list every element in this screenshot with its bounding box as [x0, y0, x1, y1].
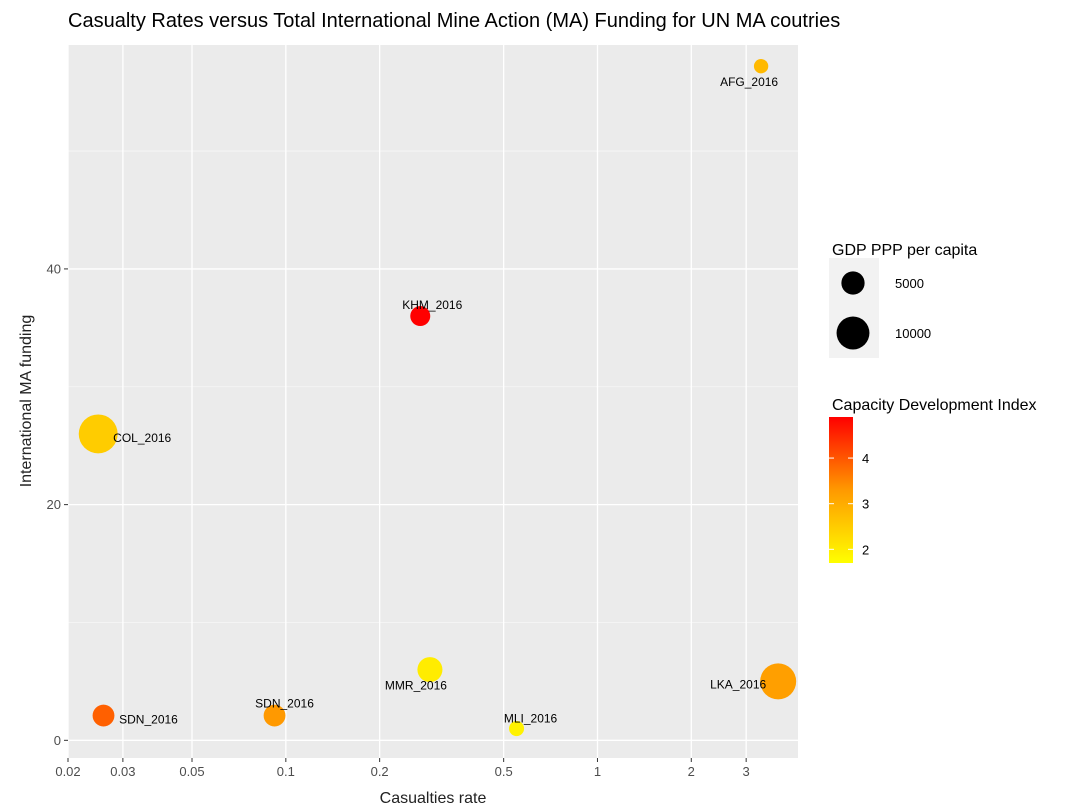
- y-tick-label: 20: [47, 497, 61, 512]
- x-tick-label: 0.5: [495, 764, 513, 779]
- point-label: SDN_2016: [119, 713, 178, 727]
- data-point: [263, 704, 286, 727]
- x-tick-label: 2: [688, 764, 695, 779]
- colorbar-tick-label: 3: [862, 497, 869, 512]
- size-legend-circle: [836, 316, 870, 350]
- point-label: MMR_2016: [385, 679, 447, 693]
- x-tick-label: 0.05: [179, 764, 204, 779]
- point-label: LKA_2016: [710, 677, 766, 691]
- point-label: MLI_2016: [504, 712, 558, 726]
- point-label: COL_2016: [113, 431, 171, 445]
- colorbar-ticks: 2 3 4: [829, 451, 869, 557]
- color-legend-title: Capacity Development Index: [832, 397, 1037, 414]
- plot-panel: [68, 45, 798, 758]
- point-label: SDN_2016: [255, 697, 314, 711]
- data-points: [78, 59, 797, 737]
- grid-major: [67, 45, 798, 758]
- data-point: [78, 414, 118, 454]
- color-legend: Capacity Development Index 2 3 4: [829, 397, 1037, 563]
- data-point: [417, 657, 443, 683]
- point-label: AFG_2016: [720, 75, 778, 89]
- size-legend: GDP PPP per capita 5000 10000: [829, 242, 977, 358]
- size-legend-keys: 5000 10000: [829, 258, 931, 358]
- x-tick-label: 0.03: [110, 764, 135, 779]
- colorbar-tick-label: 2: [862, 542, 869, 557]
- x-tick-label: 0.02: [55, 764, 80, 779]
- x-axis: 0.02 0.03 0.05 0.1 0.2 0.5 1 2 3: [55, 758, 750, 779]
- chart-title: Casualty Rates versus Total Internationa…: [68, 10, 840, 32]
- colorbar: [829, 417, 853, 563]
- data-point: [509, 721, 525, 737]
- y-axis-title: International MA funding: [18, 315, 35, 488]
- size-legend-label: 10000: [895, 326, 931, 341]
- x-tick-label: 1: [594, 764, 601, 779]
- data-point: [92, 704, 115, 727]
- x-tick-label: 0.1: [277, 764, 295, 779]
- size-legend-circle: [841, 271, 865, 295]
- data-point: [410, 306, 431, 327]
- x-tick-label: 0.2: [371, 764, 389, 779]
- y-axis: 0 20 40: [47, 261, 68, 748]
- size-legend-label: 5000: [895, 276, 924, 291]
- point-label: KHM_2016: [402, 298, 462, 312]
- x-tick-label: 3: [743, 764, 750, 779]
- y-tick-label: 0: [54, 733, 61, 748]
- point-labels: AFG_2016 KHM_2016 COL_2016 MMR_2016 LKA_2016…: [113, 75, 778, 726]
- data-point: [760, 663, 797, 700]
- data-point: [753, 59, 769, 74]
- size-legend-title: GDP PPP per capita: [832, 242, 977, 259]
- x-axis-title: Casualties rate: [380, 790, 487, 807]
- grid-minor: [68, 150, 798, 623]
- colorbar-tick-label: 4: [862, 451, 869, 466]
- y-tick-label: 40: [47, 261, 61, 276]
